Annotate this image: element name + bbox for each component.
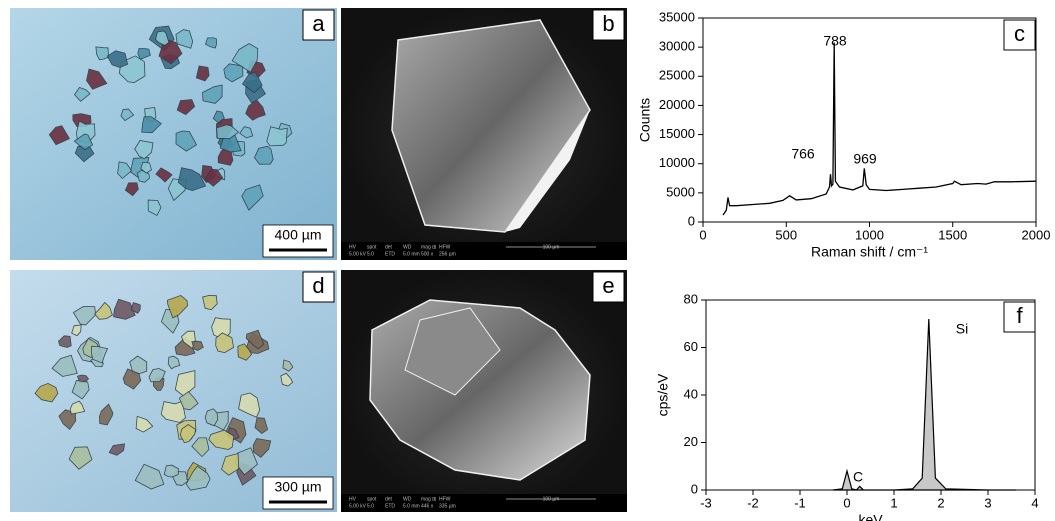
sem-header: HV [349,244,357,250]
x-tick-label: 0 [843,495,850,510]
x-tick-label: 1 [890,495,897,510]
sem-value: 256 µm [439,251,456,257]
y-tick-label: 15000 [659,126,695,141]
spectrum-area [833,319,1016,490]
sem-value: 5.0 mm [403,251,420,257]
sem-value: ETD [385,251,395,257]
sem-value: ETD [385,503,395,509]
page: {"panels": [ {"label": "a", "scale_bar":… [0,0,1055,521]
y-tick-label: 5000 [666,184,695,199]
sem-scale-label: 100 µm [543,496,560,502]
spectrum-line [723,43,1036,216]
sem-value: 446 x [421,503,434,509]
y-tick-label: 25000 [659,68,695,83]
x-tick-label: 2000 [1022,227,1051,242]
x-tick-label: -2 [747,495,759,510]
sem-value: 5.0 [367,503,374,509]
sem-value: 5.0 [367,251,374,257]
sem-info-bar [341,242,627,260]
y-tick-label: 35000 [659,9,695,24]
crystal [267,127,288,146]
y-tick-label: 60 [684,339,698,354]
peak-annotation: 766 [791,146,815,162]
peak-annotation: 969 [853,151,877,167]
sem-header: HV [349,496,357,502]
x-axis-label: keV [858,512,883,521]
plot-frame [706,300,1035,490]
y-tick-label: 10000 [659,155,695,170]
sem-info-bar [341,494,627,512]
sem-value: 5.0 mm [403,503,420,509]
sem-header: mag ⊞ [421,244,436,250]
sem-scale-label: 100 µm [543,244,560,250]
scale-bar-label: 400 µm [275,227,322,243]
y-axis-label: Counts [637,98,653,142]
panel-label: d [312,273,324,298]
sem-value: 500 x [421,251,434,257]
sem-header: HFW [439,496,451,502]
sem-header: spot [367,496,377,502]
x-tick-label: 3 [984,495,991,510]
peak-annotation: Si [956,321,968,337]
y-axis-label: cps/eV [655,373,671,416]
y-tick-label: 0 [691,481,698,496]
x-tick-label: 1500 [938,227,967,242]
x-tick-label: 500 [775,227,797,242]
y-tick-label: 40 [684,386,698,401]
x-tick-label: 0 [699,227,706,242]
panel-label: f [1016,303,1023,328]
peak-annotation: 788 [823,33,847,49]
panel-label: e [602,273,614,298]
panel-label: b [602,11,614,36]
sem-header: mag ⊞ [421,496,436,502]
sem-value: 5.00 kV [349,251,367,257]
sem-value: 335 µm [439,503,456,509]
y-tick-label: 20000 [659,97,695,112]
sem-header: WD [403,496,412,502]
peak-annotation: C [853,469,863,485]
x-tick-label: -1 [794,495,806,510]
sem-header: spot [367,244,377,250]
figure: a400 µmbHV5.00 kVspot5.0detETDWD5.0 mmma… [0,0,1055,521]
x-tick-label: 1000 [855,227,884,242]
sem-header: det [385,244,393,250]
x-tick-label: 2 [937,495,944,510]
y-tick-label: 0 [688,213,695,228]
x-tick-label: -3 [700,495,712,510]
x-axis-label: Raman shift / cm⁻¹ [811,244,928,260]
sem-value: 5.00 kV [349,503,367,509]
crystal [205,409,218,426]
y-tick-label: 30000 [659,39,695,54]
sem-header: WD [403,244,412,250]
x-tick-label: 4 [1031,495,1038,510]
plot-frame [703,18,1036,222]
panel-label: c [1014,21,1025,46]
y-tick-label: 20 [684,434,698,449]
panel-label: a [312,11,325,36]
scale-bar-label: 300 µm [275,479,322,495]
sem-header: HFW [439,244,451,250]
sem-header: det [385,496,393,502]
y-tick-label: 80 [684,291,698,306]
crystal [196,66,209,81]
